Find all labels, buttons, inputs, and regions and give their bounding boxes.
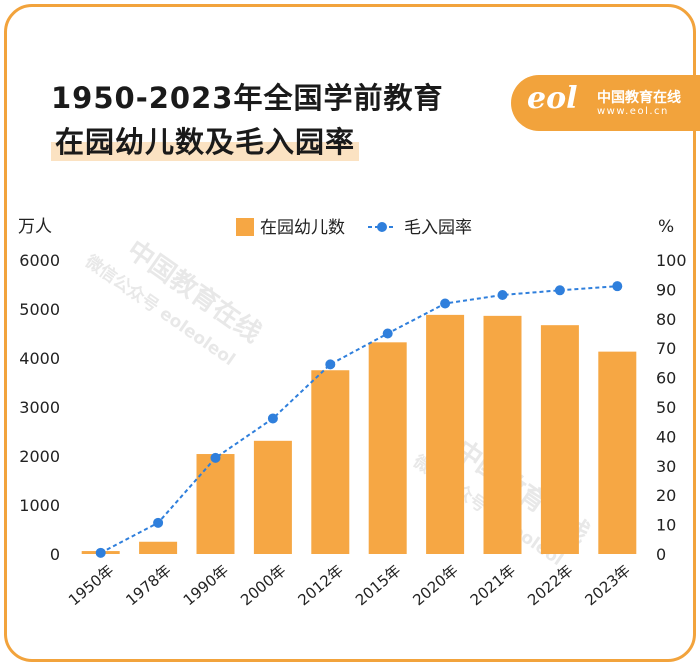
bar — [598, 351, 637, 554]
x-tick-label: 2020年 — [409, 561, 461, 609]
line-point — [554, 285, 565, 296]
line-point — [153, 517, 164, 528]
y-tick-right: 0 — [656, 545, 666, 564]
bar — [426, 314, 465, 554]
bar — [368, 342, 407, 554]
line-point — [382, 328, 393, 339]
line-point — [210, 452, 221, 463]
eol-logo-url: www.eol.cn — [597, 106, 669, 117]
x-tick-label: 2012年 — [295, 561, 347, 609]
y-tick-left: 3000 — [19, 398, 60, 417]
x-tick-label: 1950年 — [65, 561, 117, 609]
chart-title-line1: 1950-2023年全国学前教育 — [51, 81, 444, 115]
bar — [483, 315, 522, 554]
bar — [139, 541, 178, 554]
bar — [311, 370, 350, 554]
x-tick-label: 1990年 — [180, 561, 232, 609]
line-point — [267, 413, 278, 424]
y-tick-right: 10 — [656, 516, 676, 535]
y-tick-left: 4000 — [19, 349, 60, 368]
legend-label-line: 毛入园率 — [404, 218, 472, 238]
x-tick-label: 2015年 — [352, 561, 404, 609]
x-tick-label: 1978年 — [122, 561, 174, 609]
line-point — [95, 547, 106, 558]
bar — [253, 440, 292, 554]
y-axis-left-label: 万人 — [18, 217, 52, 237]
y-tick-right: 30 — [656, 457, 676, 476]
y-tick-right: 40 — [656, 427, 676, 446]
legend-swatch-point — [377, 222, 387, 232]
x-tick-label: 2023年 — [582, 561, 634, 609]
y-tick-left: 1000 — [19, 496, 60, 515]
y-tick-left: 6000 — [19, 251, 60, 270]
y-tick-right: 60 — [656, 369, 676, 388]
y-tick-right: 20 — [656, 486, 676, 505]
series-line — [100, 285, 618, 554]
eol-logo-name: 中国教育在线 — [597, 90, 681, 106]
bar — [540, 325, 579, 554]
line-point — [440, 298, 451, 309]
eol-logo-mark: eol — [527, 81, 578, 116]
y-tick-left: 5000 — [19, 300, 60, 319]
y-tick-left: 0 — [50, 545, 60, 564]
line-point — [325, 359, 336, 370]
legend-label-bar: 在园幼儿数 — [260, 218, 345, 238]
y-tick-right: 50 — [656, 398, 676, 417]
eol-logo: eol 中国教育在线 www.eol.cn — [511, 75, 700, 131]
x-tick-label: 2021年 — [467, 561, 519, 609]
x-tick-label: 2000年 — [237, 561, 289, 609]
y-tick-right: 100 — [656, 251, 687, 270]
y-tick-right: 70 — [656, 339, 676, 358]
line-point — [612, 281, 623, 292]
y-tick-left: 2000 — [19, 447, 60, 466]
line-point — [497, 289, 508, 300]
chart-title-line2: 在园幼儿数及毛入园率 — [51, 119, 360, 161]
y-axis-right-label: % — [658, 217, 674, 237]
y-tick-right: 90 — [656, 280, 676, 299]
bar — [196, 454, 235, 554]
x-tick-label: 2022年 — [524, 561, 576, 609]
legend-swatch-bar — [236, 218, 254, 236]
y-tick-right: 80 — [656, 310, 676, 329]
